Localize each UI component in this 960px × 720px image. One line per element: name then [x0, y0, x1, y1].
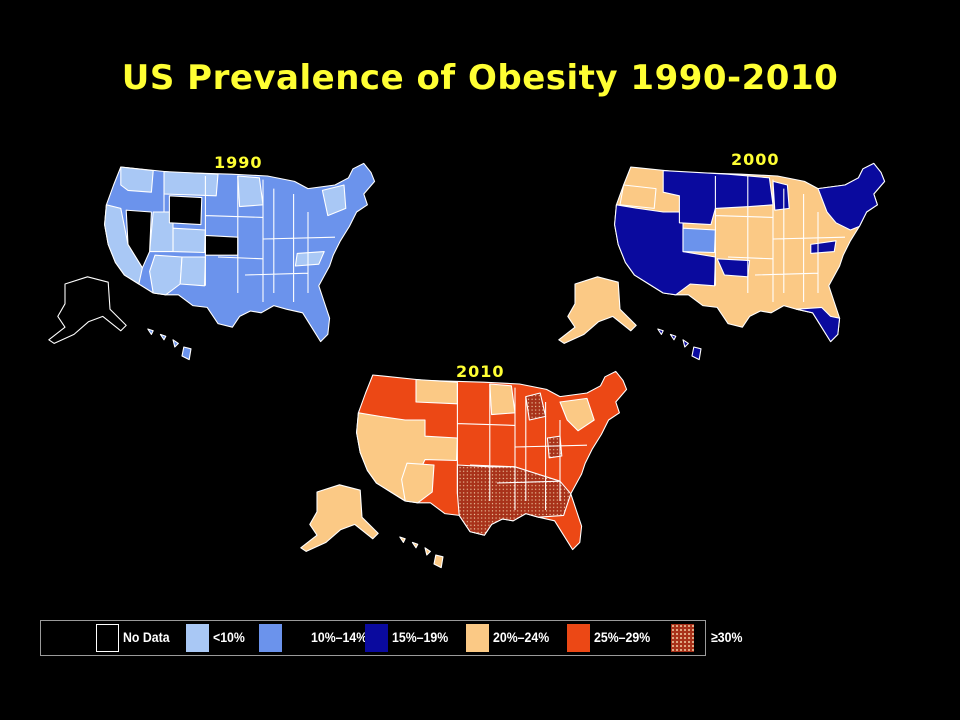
state-arizona [401, 462, 435, 504]
state-west-virginia [546, 435, 563, 459]
map-year-label-2010: 2010 [456, 362, 505, 381]
legend: No Data <10% 10%–14% 15%–19% 20%–24% 25%… [40, 620, 742, 656]
state-northeast-light [559, 397, 595, 432]
state-hawaii [399, 536, 444, 569]
state-new-england [817, 162, 886, 231]
us-map-2000 [558, 162, 886, 361]
legend-swatch [466, 624, 489, 652]
state-california [104, 204, 143, 285]
state-hawaii [657, 328, 702, 361]
legend-label: 20%–24% [493, 629, 550, 645]
legend-swatch [567, 624, 590, 652]
state-montana-etc [163, 170, 219, 197]
legend-swatch [259, 624, 282, 652]
state-oregon [619, 184, 657, 209]
state-north-carolina [294, 251, 325, 267]
state-wyoming [168, 195, 203, 226]
state-alaska [48, 276, 127, 344]
legend-swatch [96, 624, 119, 652]
legend-label: 10%–14% [311, 629, 368, 645]
state-northeast [321, 184, 347, 217]
state-colorado [172, 227, 206, 254]
legend-label: No Data [123, 629, 170, 645]
legend-swatch-dotted [671, 624, 694, 652]
state-florida [795, 306, 841, 343]
legend-swatch [365, 624, 388, 652]
legend-label: 25%–29% [594, 629, 651, 645]
state-alaska [558, 276, 637, 344]
state-utah [149, 211, 174, 253]
state-washington [120, 166, 154, 193]
state-nevada [125, 209, 152, 269]
legend-label: 15%–19% [392, 629, 449, 645]
state-wisconsin [772, 180, 790, 211]
map-year-label-2000: 2000 [731, 150, 780, 169]
state-montana [415, 378, 458, 405]
chart-title: US Prevalence of Obesity 1990-2010 [121, 58, 839, 98]
state-hawaii [147, 328, 192, 361]
us-map-1990 [48, 162, 376, 361]
state-colorado [682, 227, 716, 254]
us-map-2010 [300, 370, 628, 569]
legend-label: <10% [213, 629, 245, 645]
state-west-dark [614, 204, 716, 296]
map-year-label-1990: 1990 [214, 153, 263, 172]
state-virginia [810, 240, 837, 254]
state-new-mexico [179, 256, 206, 287]
legend-swatch [186, 624, 209, 652]
state-alaska [300, 484, 379, 552]
legend-label: ≥30% [711, 629, 743, 645]
state-west-light [356, 412, 458, 502]
state-minnesota [237, 175, 264, 208]
state-minnesota [489, 383, 516, 416]
state-kansas [204, 234, 239, 256]
